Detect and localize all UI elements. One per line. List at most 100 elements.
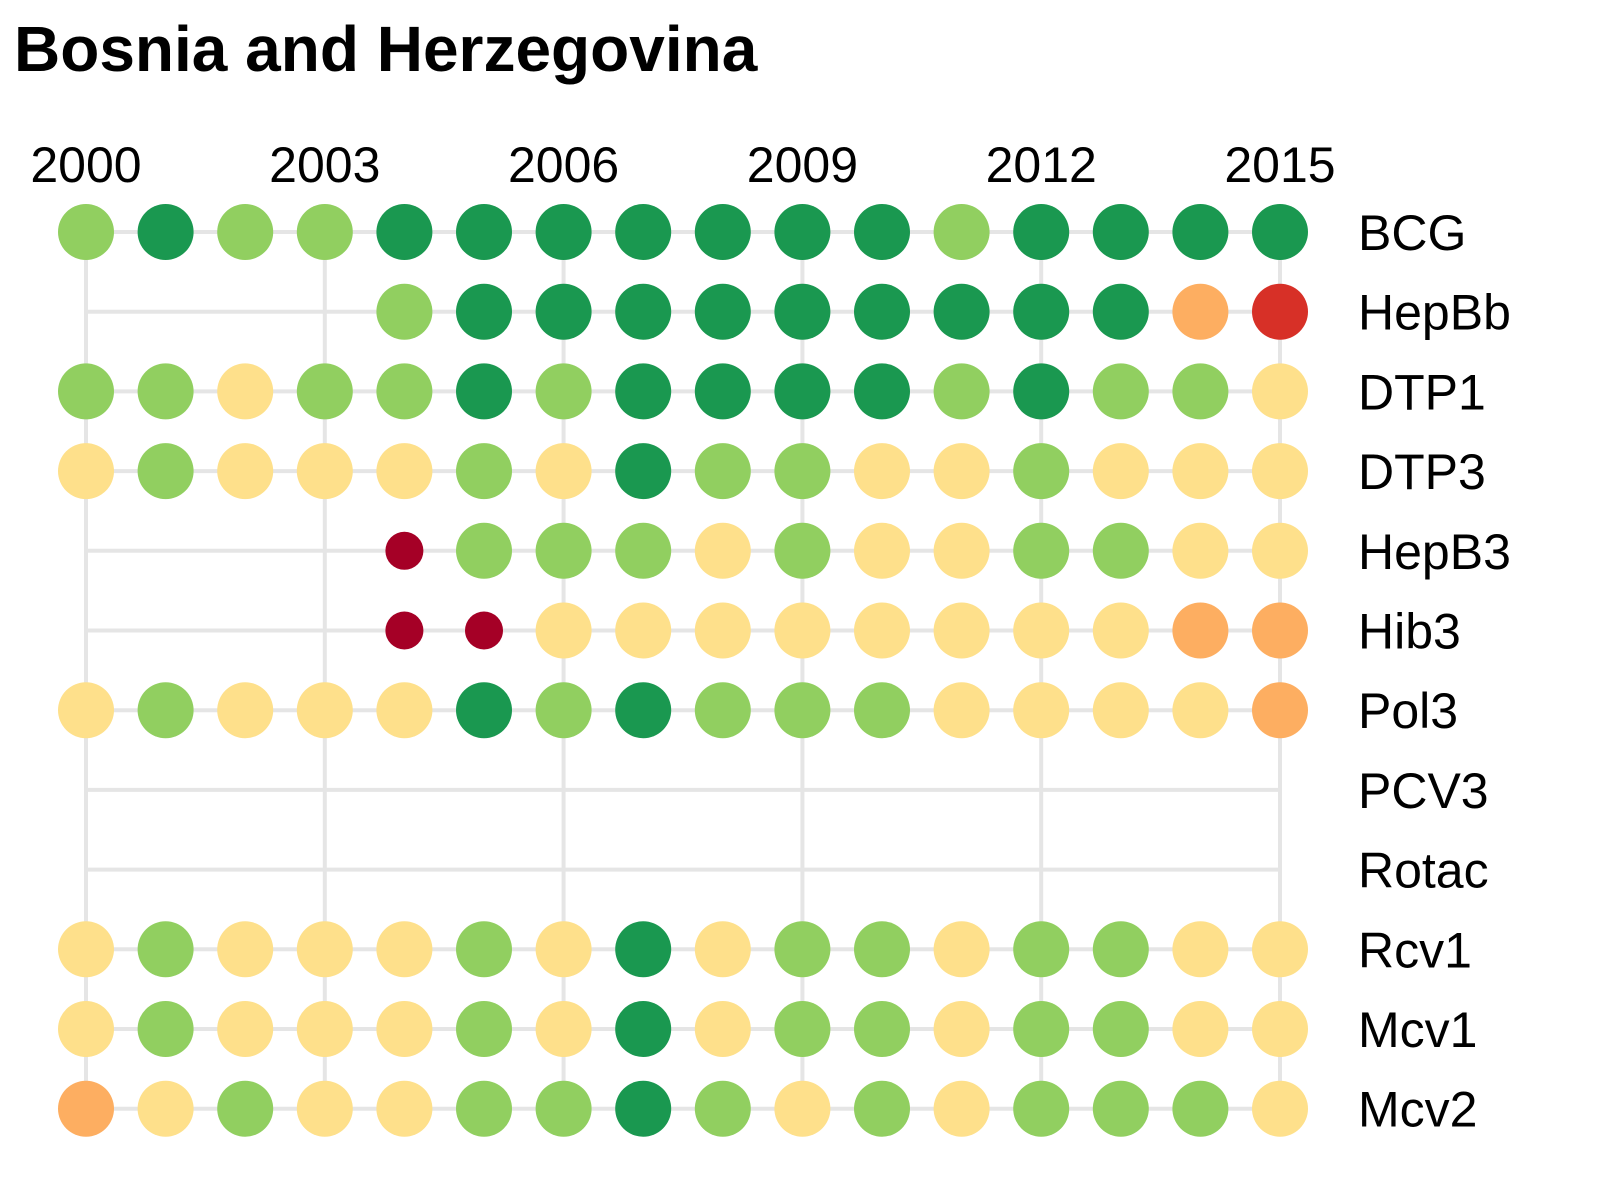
data-dot xyxy=(296,204,353,260)
data-dot xyxy=(1252,1080,1308,1137)
data-dot xyxy=(535,602,592,659)
data-dot xyxy=(933,443,990,500)
data-dot xyxy=(1172,602,1229,659)
data-dot xyxy=(1092,443,1149,500)
data-dot xyxy=(615,204,672,260)
data-dot xyxy=(1172,283,1229,340)
data-dot xyxy=(58,363,114,420)
data-dot xyxy=(217,921,274,978)
data-dot xyxy=(137,921,194,978)
data-dot xyxy=(933,602,990,659)
data-dot xyxy=(535,204,592,260)
data-dot xyxy=(1092,522,1149,579)
data-dot xyxy=(1013,602,1070,659)
data-dot xyxy=(535,682,592,739)
data-dot xyxy=(774,1080,831,1137)
data-dot xyxy=(456,522,512,579)
data-dot xyxy=(694,283,751,340)
data-dot xyxy=(1013,1001,1070,1057)
data-dot xyxy=(58,682,114,739)
data-dot xyxy=(854,522,910,579)
data-dot xyxy=(854,1001,910,1057)
data-dot xyxy=(933,1001,990,1057)
data-dot xyxy=(774,204,831,260)
data-dot xyxy=(1172,682,1229,739)
row-label: Rotac xyxy=(1358,843,1489,899)
data-dot xyxy=(694,363,751,420)
x-tick-label: 2012 xyxy=(986,137,1097,193)
data-dot xyxy=(1172,1080,1229,1137)
data-dot xyxy=(376,363,433,420)
data-dot xyxy=(58,443,114,500)
data-dot xyxy=(774,363,831,420)
data-dot xyxy=(217,682,274,739)
data-dot xyxy=(933,204,990,260)
data-dot xyxy=(615,602,672,659)
data-dot xyxy=(1013,204,1070,260)
grid-lines xyxy=(84,230,1282,1111)
data-dot xyxy=(694,682,751,739)
data-dot xyxy=(58,204,114,260)
data-dot xyxy=(615,682,672,739)
data-dot xyxy=(58,1001,114,1057)
data-dot xyxy=(933,522,990,579)
data-dot xyxy=(1252,921,1308,978)
chart-title: Bosnia and Herzegovina xyxy=(14,13,758,85)
data-dot xyxy=(1092,921,1149,978)
data-dot xyxy=(615,443,672,500)
data-dot xyxy=(1252,283,1308,340)
data-dot xyxy=(296,682,353,739)
data-dot xyxy=(1252,443,1308,500)
data-dot xyxy=(376,682,433,739)
data-dot xyxy=(774,443,831,500)
data-dot xyxy=(933,363,990,420)
data-dot xyxy=(854,283,910,340)
data-dot xyxy=(456,283,512,340)
data-dot xyxy=(456,921,512,978)
data-dot xyxy=(1252,602,1308,659)
data-dot xyxy=(456,1080,512,1137)
x-tick-label: 2003 xyxy=(269,137,380,193)
row-label: Mcv2 xyxy=(1358,1082,1477,1138)
data-dot xyxy=(1013,1080,1070,1137)
data-dot xyxy=(456,443,512,500)
data-dot xyxy=(296,1001,353,1057)
data-dot xyxy=(1172,522,1229,579)
row-label: HepBb xyxy=(1358,285,1511,341)
data-dot xyxy=(376,443,433,500)
data-dot xyxy=(535,1001,592,1057)
data-dot xyxy=(694,443,751,500)
data-dot xyxy=(535,443,592,500)
data-dot xyxy=(1013,363,1070,420)
data-dot xyxy=(854,682,910,739)
data-dot xyxy=(385,531,424,570)
data-dot xyxy=(456,682,512,739)
data-dot xyxy=(58,921,114,978)
data-dot xyxy=(694,204,751,260)
data-dot xyxy=(615,1001,672,1057)
data-dot xyxy=(933,283,990,340)
data-dot xyxy=(1013,283,1070,340)
data-dot xyxy=(774,283,831,340)
data-dot xyxy=(217,204,274,260)
data-dot xyxy=(137,1080,194,1137)
data-dot xyxy=(1172,204,1229,260)
data-dot xyxy=(58,1080,114,1137)
data-dot xyxy=(456,363,512,420)
data-dot xyxy=(296,443,353,500)
data-dot xyxy=(1092,363,1149,420)
data-dot xyxy=(854,1080,910,1137)
data-dot xyxy=(1092,682,1149,739)
data-dot xyxy=(694,1001,751,1057)
data-dot xyxy=(1252,204,1308,260)
data-dot xyxy=(1092,283,1149,340)
data-dot xyxy=(854,363,910,420)
data-dot xyxy=(694,1080,751,1137)
data-dot xyxy=(217,1001,274,1057)
data-dot xyxy=(1013,921,1070,978)
data-dot xyxy=(615,1080,672,1137)
data-dot xyxy=(376,921,433,978)
x-tick-labels: 2000 2003 2006 2009 2012 2015 xyxy=(30,137,1335,193)
data-dot xyxy=(615,283,672,340)
